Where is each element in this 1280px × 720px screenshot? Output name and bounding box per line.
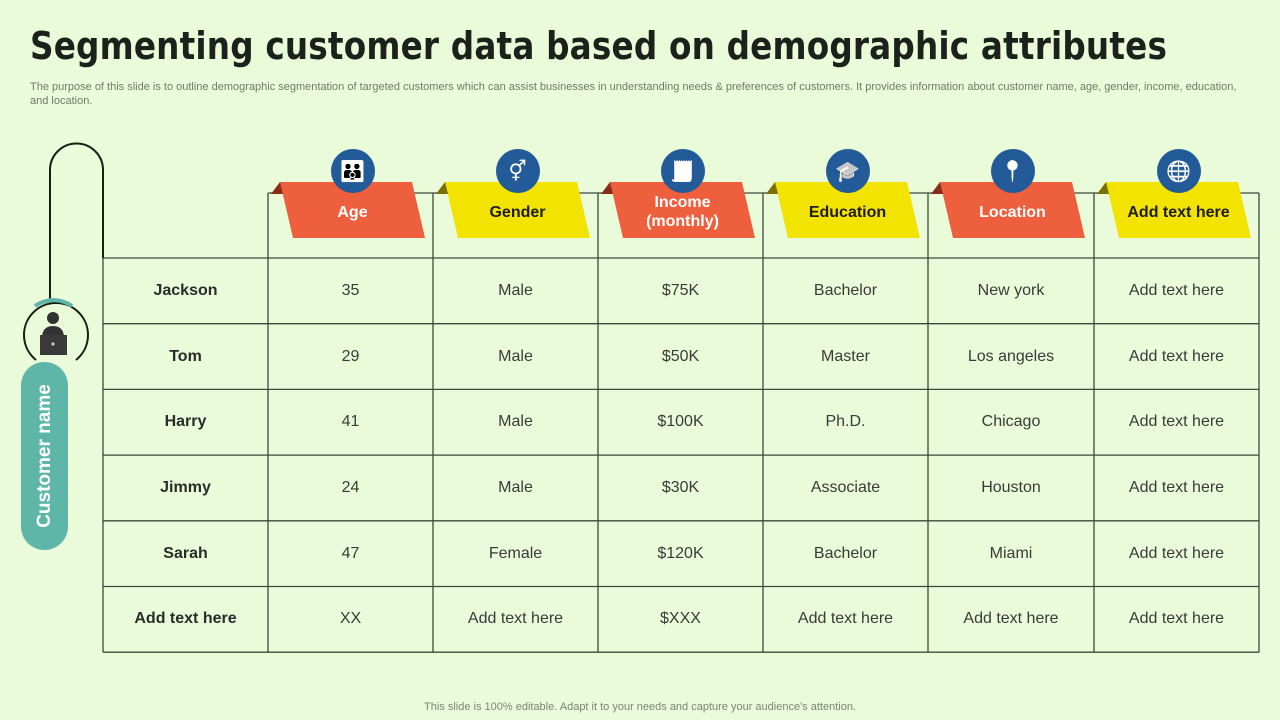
table-cell: Los angeles (967, 347, 1055, 365)
table-cell: Associate (810, 478, 881, 496)
table-cell: $120K (657, 544, 704, 562)
avatar-ring (23, 302, 89, 361)
customer-name-cell: Jimmy (160, 478, 211, 496)
table-cell: Bachelor (813, 281, 878, 299)
table-cell: $75K (661, 281, 700, 299)
table-cell: Chicago (981, 413, 1041, 431)
table-cell: 47 (341, 544, 360, 562)
table-cell: Houston (981, 478, 1041, 496)
column-header: Gender (489, 203, 546, 221)
column-header: Add text here (1127, 203, 1230, 221)
table-cell: Male (498, 347, 533, 365)
table-cell: Add text here (467, 610, 564, 628)
table-cell: Add text here (1128, 347, 1225, 365)
table-cell: Male (498, 281, 533, 299)
column-banner (775, 182, 920, 238)
table-cell: Male (498, 413, 533, 431)
column-header: Education (808, 203, 887, 221)
table-cell: 41 (341, 413, 360, 431)
table-cell: Female (488, 544, 543, 562)
table-cell: 35 (341, 281, 360, 299)
table-cell: 29 (341, 347, 360, 365)
customer-name-cell: Jackson (153, 281, 218, 299)
table-cell: Add text here (1128, 281, 1225, 299)
table-cell: Male (498, 478, 533, 496)
table-cell: $XXX (660, 610, 701, 628)
column-banner (610, 182, 755, 238)
globe-icon: 🌐 (1156, 149, 1201, 193)
table-cell: Add text here (963, 610, 1059, 628)
column-banner (280, 182, 425, 238)
table-cell: Add text here (1128, 544, 1225, 562)
table-cell: Add text here (1128, 413, 1225, 431)
table-cell: $50K (661, 347, 700, 365)
description: The purpose of this slide is to outline … (30, 81, 1237, 107)
table-cell: Add text here (797, 610, 894, 628)
page-title: Segmenting customer data based on demogr… (30, 24, 1168, 68)
table-cell: Master (821, 347, 870, 365)
family-icon: 👪 (330, 149, 375, 193)
connector-line (49, 142, 104, 300)
invoice-icon: 🧾 (660, 149, 705, 193)
column-header: Age (337, 203, 368, 221)
column-banner (445, 182, 590, 238)
table-cell: $30K (661, 478, 700, 496)
table-cell: New york (977, 281, 1045, 299)
column-header: Location (979, 203, 1046, 221)
customer-name-cell: Harry (164, 413, 207, 431)
table-cell: Add text here (1128, 478, 1225, 496)
table-cell: Add text here (1128, 610, 1225, 628)
column-banner (940, 182, 1085, 238)
graduate-icon: 🎓 (825, 149, 870, 193)
table-cell: Ph.D. (825, 413, 866, 431)
table-cell: Bachelor (813, 544, 878, 562)
location-pin-icon: 📍 (990, 149, 1035, 193)
gender-icon: ⚥ (495, 149, 540, 193)
table-cell: $100K (657, 413, 704, 431)
customer-name-cell: Sarah (163, 544, 208, 562)
footer-note: This slide is 100% editable. Adapt it to… (424, 701, 856, 713)
column-banner (1106, 182, 1251, 238)
customer-name-label: Customer name (21, 362, 68, 550)
table-cell: 24 (341, 478, 360, 496)
column-header: Income (monthly) (646, 194, 719, 230)
businessman-icon (40, 312, 67, 355)
table-cell: XX (339, 610, 362, 628)
table-cell: Miami (989, 544, 1033, 562)
customer-name-cell: Tom (169, 347, 202, 365)
customer-name-cell: Add text here (134, 610, 237, 628)
